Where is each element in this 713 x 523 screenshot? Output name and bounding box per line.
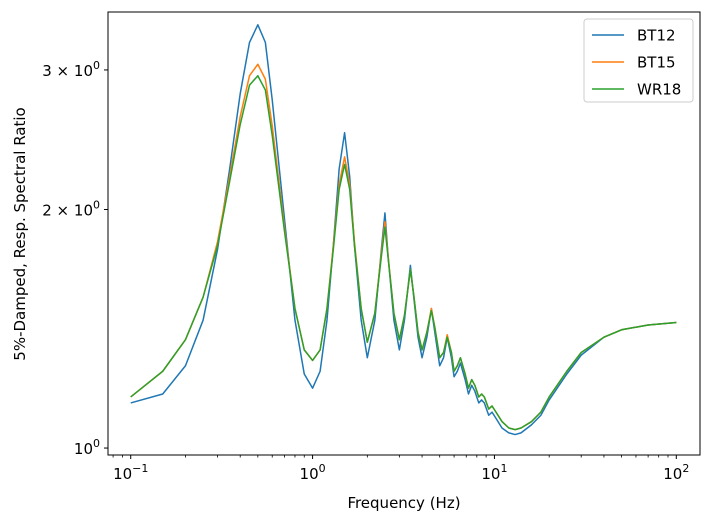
y-axis: 100 2 × 100 3 × 100 <box>42 59 108 458</box>
x-tick-label-1: 100 <box>300 462 326 483</box>
x-tick-label-3: 102 <box>663 462 689 483</box>
y-axis-label: 5%-Damped, Resp. Spectral Ratio <box>11 107 29 360</box>
legend-label-0: BT12 <box>637 27 676 45</box>
legend-label-1: BT15 <box>637 54 676 72</box>
x-axis: 10−1 100 101 102 <box>112 455 689 483</box>
legend: BT12 BT15 WR18 <box>583 18 694 103</box>
plot-frame <box>107 11 701 456</box>
series-layer <box>130 24 677 436</box>
legend-label-2: WR18 <box>637 81 681 99</box>
x-axis-label: Frequency (Hz) <box>347 494 460 512</box>
legend-box <box>583 18 694 103</box>
x-tick-label-2: 101 <box>481 462 507 483</box>
y-tick-label-0: 100 <box>74 437 100 458</box>
x-tick-label-0: 10−1 <box>113 462 148 483</box>
series-line-2 <box>130 74 677 431</box>
y-tick-label-2: 3 × 100 <box>42 59 100 80</box>
y-tick-label-1: 2 × 100 <box>42 198 100 219</box>
